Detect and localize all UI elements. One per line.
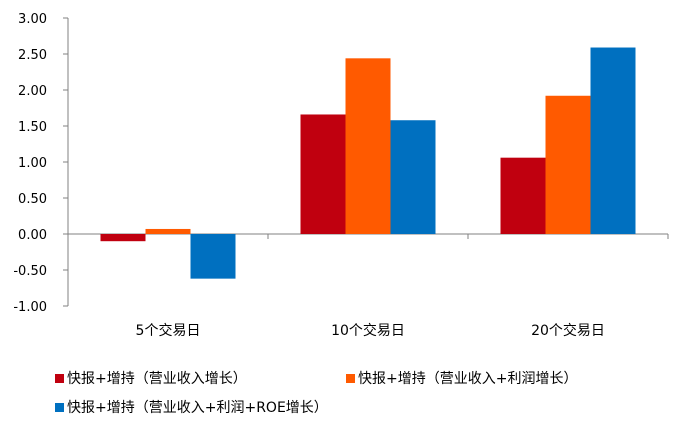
y-tick-label: -1.00 <box>13 300 47 315</box>
legend-swatch-1 <box>55 373 64 383</box>
plot-area: 3.00 2.50 2.00 1.50 1.00 0.50 0.00 -0.50 -1.00 5个… <box>13 12 669 339</box>
legend-item-3: 快报+增持（营业收入+利润+ROE增长） <box>55 397 328 417</box>
y-tick-label: 1.50 <box>18 120 47 135</box>
legend-swatch-2 <box>346 373 355 383</box>
y-tick-label: 0.00 <box>18 228 47 243</box>
legend-label-2: 快报+增持（营业收入+利润增长） <box>358 371 578 387</box>
bar-3-3 <box>590 47 636 234</box>
bar-2-1 <box>145 228 191 234</box>
category-label: 20个交易日 <box>531 322 605 339</box>
legend-label-1: 快报+增持（营业收入增长） <box>67 371 247 387</box>
bar-1-3 <box>500 157 546 234</box>
legend-label-3: 快报+增持（营业收入+利润+ROE增长） <box>67 400 328 416</box>
y-tick-label: 3.00 <box>18 12 47 27</box>
y-tick-label: -0.50 <box>13 264 47 279</box>
category-label: 5个交易日 <box>136 322 201 339</box>
bar-1-1 <box>100 234 146 242</box>
bar-1-2 <box>300 114 346 234</box>
bar-3-1 <box>190 234 236 279</box>
y-tick-label: 2.00 <box>18 84 47 99</box>
legend-item-2: 快报+增持（营业收入+利润增长） <box>346 368 577 388</box>
bar-2-3 <box>545 95 591 234</box>
bar-3-2 <box>390 120 436 234</box>
y-tick-label: 1.00 <box>18 156 47 171</box>
legend-item-1: 快报+增持（营业收入增长） <box>55 368 247 388</box>
category-label: 10个交易日 <box>331 322 405 339</box>
y-tick-label: 2.50 <box>18 48 47 63</box>
y-tick-label: 0.50 <box>18 192 47 207</box>
bar-2-2 <box>345 58 391 234</box>
legend-swatch-3 <box>55 402 64 412</box>
